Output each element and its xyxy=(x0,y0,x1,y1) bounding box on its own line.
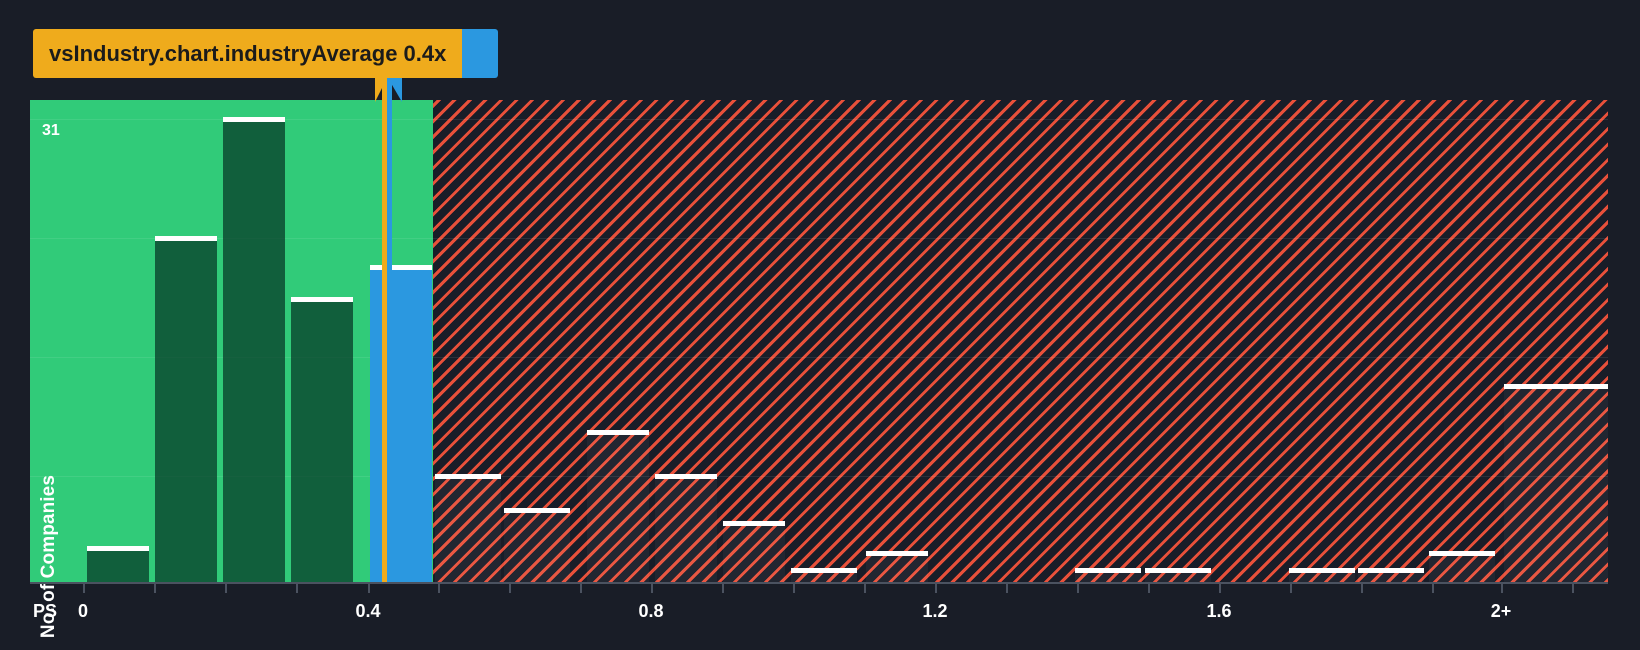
x-axis-tick-4 xyxy=(368,582,370,593)
bar[interactable] xyxy=(1145,568,1211,582)
tooltip-tail-orange xyxy=(375,78,387,102)
bar[interactable] xyxy=(1358,568,1424,582)
bar[interactable] xyxy=(435,474,501,582)
x-axis-tick-6 xyxy=(509,582,511,593)
bar[interactable] xyxy=(587,430,649,582)
bar-cap xyxy=(504,508,570,513)
plot-area xyxy=(30,100,1608,582)
bar[interactable] xyxy=(723,521,785,582)
x-axis-tick-17 xyxy=(1290,582,1292,593)
x-axis-tick-20 xyxy=(1501,582,1503,593)
x-axis-tick-label: 0.8 xyxy=(638,601,664,621)
bar[interactable] xyxy=(87,546,149,582)
bar-cap xyxy=(1504,384,1608,389)
bar[interactable] xyxy=(791,568,857,582)
bar[interactable] xyxy=(291,297,353,582)
x-axis-tick-label: 1.6 xyxy=(1206,601,1232,621)
bar[interactable] xyxy=(866,551,928,582)
bar-cap xyxy=(370,265,432,270)
x-axis-line xyxy=(30,582,1608,584)
bar-cap xyxy=(1289,568,1355,573)
x-axis-tick-1 xyxy=(154,582,156,593)
x-axis-tick-8 xyxy=(651,582,653,593)
bar-cap xyxy=(223,117,285,122)
bar-cap xyxy=(655,474,717,479)
x-axis-tick-11 xyxy=(864,582,866,593)
tooltip-label: vsIndustry.chart.industryAverage 0.4x xyxy=(33,29,463,78)
x-axis-tick-18 xyxy=(1361,582,1363,593)
bar[interactable] xyxy=(1075,568,1141,582)
industry-average-tooltip[interactable]: vsIndustry.chart.industryAverage 0.4x xyxy=(33,29,499,78)
x-axis-tick-7 xyxy=(580,582,582,593)
bar-cap xyxy=(1145,568,1211,573)
x-axis-tick-label: 2+ xyxy=(1490,601,1512,621)
bar[interactable] xyxy=(223,117,285,582)
bar-cap xyxy=(291,297,353,302)
bar[interactable] xyxy=(370,265,432,582)
x-axis-tick-label: 0 xyxy=(77,601,89,621)
x-axis-tick-9 xyxy=(722,582,724,593)
bar[interactable] xyxy=(504,508,570,582)
x-axis-tick-label: 1.2 xyxy=(922,601,948,621)
x-axis-tick-13 xyxy=(1006,582,1008,593)
x-axis-tick-5 xyxy=(438,582,440,593)
company-marker-line xyxy=(387,62,392,582)
x-axis-tick-16 xyxy=(1219,582,1221,593)
y-axis-max-label: 31 xyxy=(42,122,60,139)
x-axis-tick-3 xyxy=(296,582,298,593)
bar-cap xyxy=(155,236,217,241)
x-axis-tick-label: 0.4 xyxy=(355,601,381,621)
bar-cap xyxy=(587,430,649,435)
bar-cap xyxy=(791,568,857,573)
tooltip-tail-blue xyxy=(388,78,402,102)
x-axis-tick-10 xyxy=(793,582,795,593)
x-axis-tick-15 xyxy=(1148,582,1150,593)
x-axis-tick-19 xyxy=(1432,582,1434,593)
bar[interactable] xyxy=(1429,551,1495,582)
bar-cap xyxy=(435,474,501,479)
bar[interactable] xyxy=(1289,568,1355,582)
x-axis-tick-12 xyxy=(935,582,937,593)
tooltip-company-swatch xyxy=(462,29,499,78)
zone-overvalued xyxy=(433,100,1608,582)
x-axis-tick-2 xyxy=(225,582,227,593)
bar[interactable] xyxy=(1504,384,1608,582)
bar[interactable] xyxy=(155,236,217,582)
bar-cap xyxy=(1358,568,1424,573)
bar-cap xyxy=(1075,568,1141,573)
bar-cap xyxy=(87,546,149,551)
bar-cap xyxy=(723,521,785,526)
x-axis-tick-14 xyxy=(1077,582,1079,593)
industry-average-marker-line xyxy=(382,62,387,582)
x-axis-tick-0 xyxy=(83,582,85,593)
bar-cap xyxy=(866,551,928,556)
x-axis-tick-21 xyxy=(1572,582,1574,593)
x-axis-prefix-label: PS xyxy=(33,601,58,621)
bar-cap xyxy=(1429,551,1495,556)
bar[interactable] xyxy=(655,474,717,582)
